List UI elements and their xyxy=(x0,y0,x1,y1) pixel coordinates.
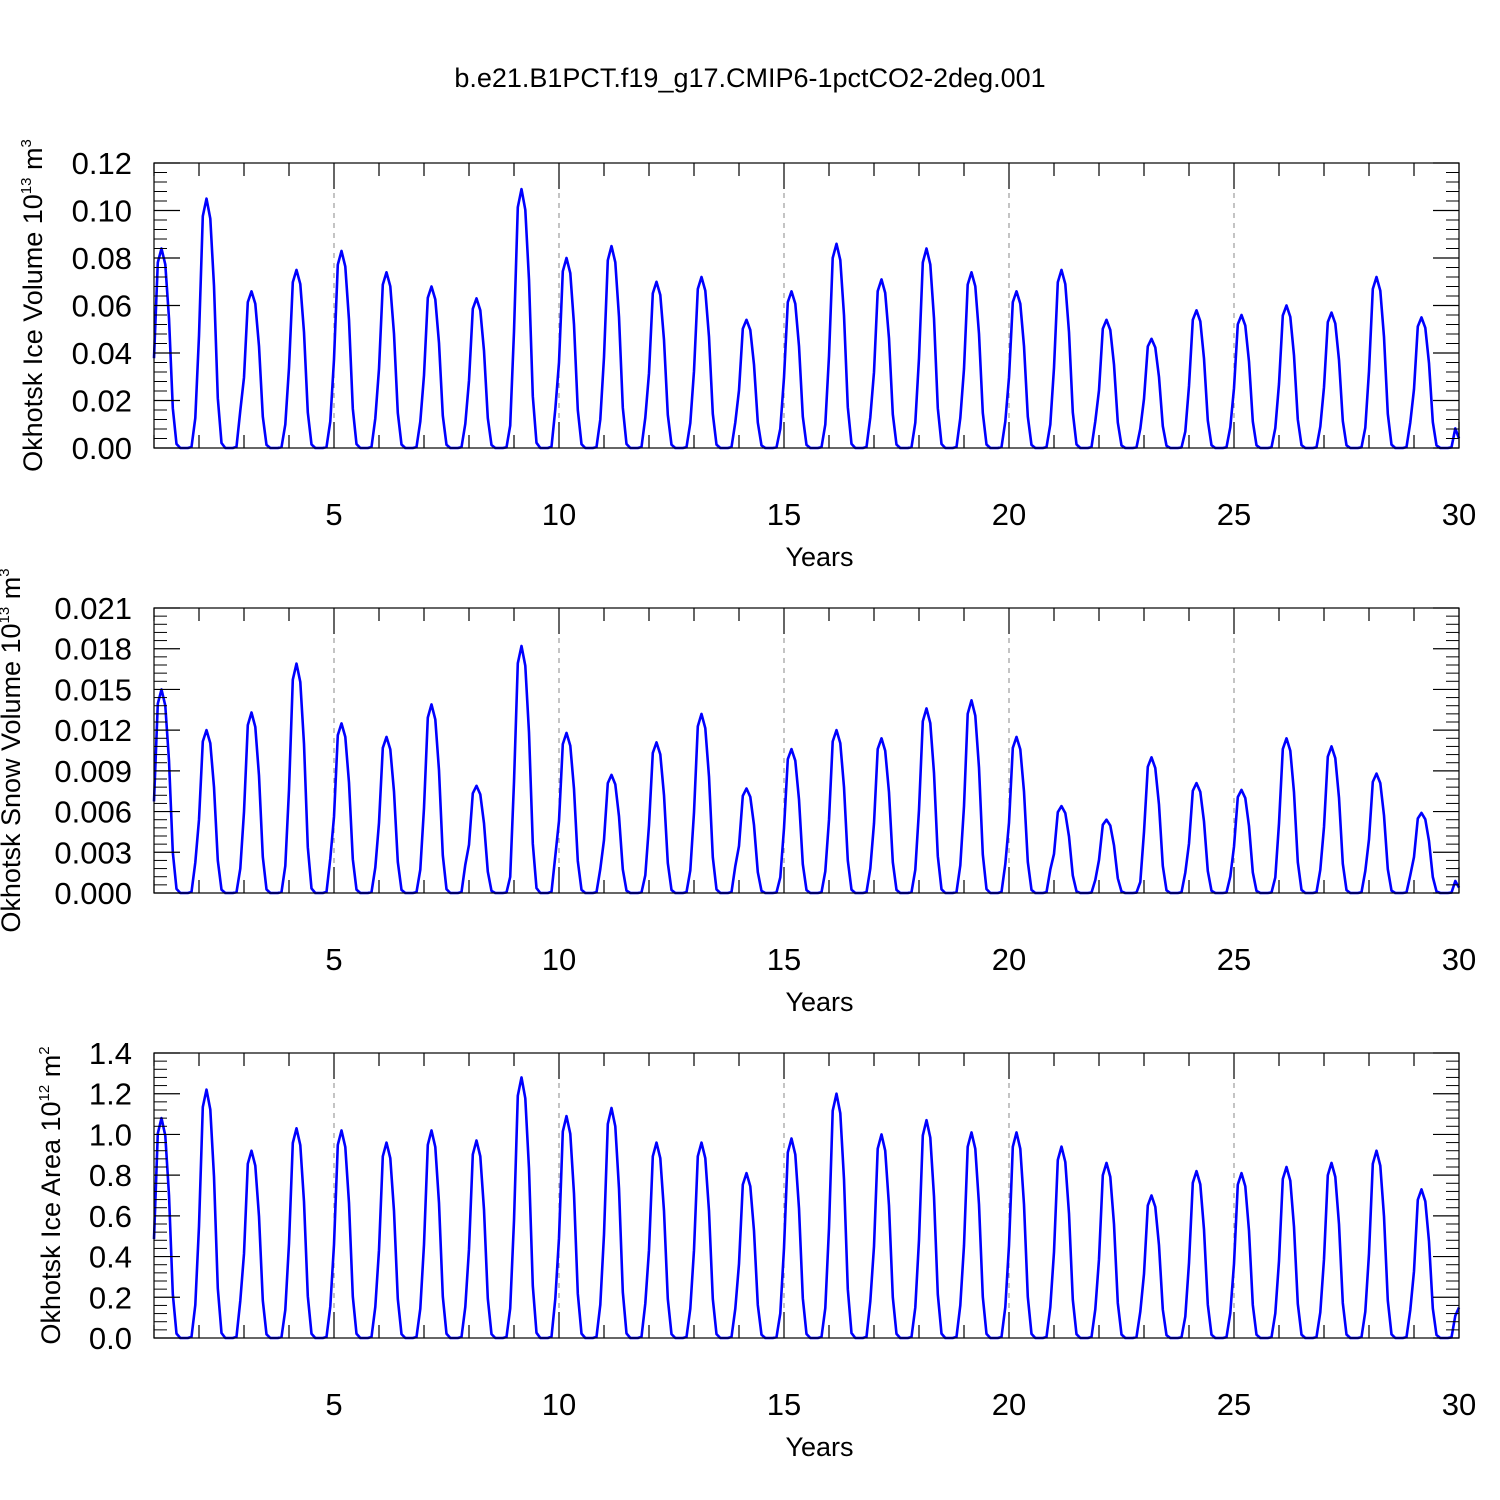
y-tick-label: 0.021 xyxy=(54,591,132,626)
series-line xyxy=(152,644,1461,895)
x-tick-label: 20 xyxy=(992,1387,1026,1422)
plot-frame xyxy=(153,162,1460,449)
series-line xyxy=(152,1076,1461,1340)
x-tick-label: 15 xyxy=(767,497,801,532)
y-tick-label: 0.015 xyxy=(54,672,132,707)
x-tick-label: 30 xyxy=(1442,942,1476,977)
y-tick-label: 0.018 xyxy=(54,632,132,667)
plot-frame xyxy=(153,1052,1460,1339)
plot-frame xyxy=(153,607,1460,894)
y-tick-label: 0.003 xyxy=(54,835,132,870)
y-tick-label: 0.000 xyxy=(54,876,132,911)
x-tick-label: 25 xyxy=(1217,1387,1251,1422)
y-tick-label: 0.2 xyxy=(89,1280,132,1315)
x-tick-label: 25 xyxy=(1217,942,1251,977)
x-axis-title: Years xyxy=(785,987,853,1017)
x-tick-label: 25 xyxy=(1217,497,1251,532)
y-tick-label: 1.2 xyxy=(89,1077,132,1112)
y-tick-label: 1.4 xyxy=(89,1036,132,1071)
x-tick-label: 10 xyxy=(542,942,576,977)
panel-1: 0.00 0.02 0.04 0.06 0.08 0.10 0.12 5 10 15 20 25 30 Y… xyxy=(18,139,1476,572)
x-tick-label: 15 xyxy=(767,942,801,977)
x-tick-label: 30 xyxy=(1442,497,1476,532)
x-axis-title: Years xyxy=(785,1432,853,1462)
y-unit-exponent: 13 xyxy=(0,607,13,624)
x-tick-label: 20 xyxy=(992,942,1026,977)
x-tick-label: 20 xyxy=(992,497,1026,532)
y-unit-meter-exponent: 3 xyxy=(0,568,13,576)
y-unit-meter-exponent: 3 xyxy=(18,139,35,147)
y-tick-label: 1.0 xyxy=(89,1117,132,1152)
x-axis-title: Years xyxy=(785,542,853,572)
y-tick-label: 0.009 xyxy=(54,754,132,789)
x-tick-label: 10 xyxy=(542,497,576,532)
y-unit-meter: m xyxy=(0,577,26,607)
y-axis-label: Okhotsk Snow Volume 10 xyxy=(0,623,26,932)
y-axis-title: Okhotsk Ice Volume 1013 m3 xyxy=(18,139,48,472)
x-tick-label: 5 xyxy=(325,942,342,977)
x-tick-label: 5 xyxy=(325,1387,342,1422)
y-tick-label: 0.012 xyxy=(54,713,132,748)
chart-title: b.e21.B1PCT.f19_g17.CMIP6-1pctCO2-2deg.0… xyxy=(454,63,1045,93)
y-unit-meter-exponent: 2 xyxy=(36,1046,53,1054)
y-axis-title: Okhotsk Snow Volume 1013 m3 xyxy=(0,568,26,932)
y-tick-label: 0.0 xyxy=(89,1321,132,1356)
y-unit-exponent: 13 xyxy=(18,178,35,195)
y-tick-label: 0.006 xyxy=(54,795,132,830)
y-tick-label: 0.00 xyxy=(72,431,132,466)
y-tick-label: 0.6 xyxy=(89,1199,132,1234)
y-tick-label: 0.02 xyxy=(72,384,132,419)
x-tick-label: 15 xyxy=(767,1387,801,1422)
panels-group: 0.000.020.040.060.080.100.125 10 15 20 25 30Y… xyxy=(0,139,1476,1462)
x-tick-label: 5 xyxy=(325,497,342,532)
y-axis-title: Okhotsk Ice Area 1012 m2 xyxy=(36,1046,66,1344)
y-tick-label: 0.04 xyxy=(72,336,132,371)
y-axis-label: Okhotsk Ice Volume 10 xyxy=(18,194,48,472)
panel-3: 0.0 0.2 0.4 0.6 0.8 1.0 1.2 1.4 5 10 15 20 25 30 Years… xyxy=(36,1036,1476,1462)
y-tick-label: 0.4 xyxy=(89,1240,132,1275)
y-tick-label: 0.06 xyxy=(72,289,132,324)
series-line xyxy=(152,187,1461,450)
y-tick-label: 0.08 xyxy=(72,241,132,276)
y-unit-exponent: 12 xyxy=(36,1085,53,1102)
y-tick-label: 0.10 xyxy=(72,194,132,229)
x-tick-label: 30 xyxy=(1442,1387,1476,1422)
y-unit-meter: m xyxy=(18,148,48,178)
y-tick-label: 0.12 xyxy=(72,146,132,181)
y-axis-label: Okhotsk Ice Area 10 xyxy=(36,1101,66,1344)
x-tick-label: 10 xyxy=(542,1387,576,1422)
panel-2: 0.000 0.003 0.006 0.009 0.012 0.015 0.018 0.021… xyxy=(0,568,1476,1017)
y-unit-meter: m xyxy=(36,1055,66,1085)
y-tick-label: 0.8 xyxy=(89,1158,132,1193)
